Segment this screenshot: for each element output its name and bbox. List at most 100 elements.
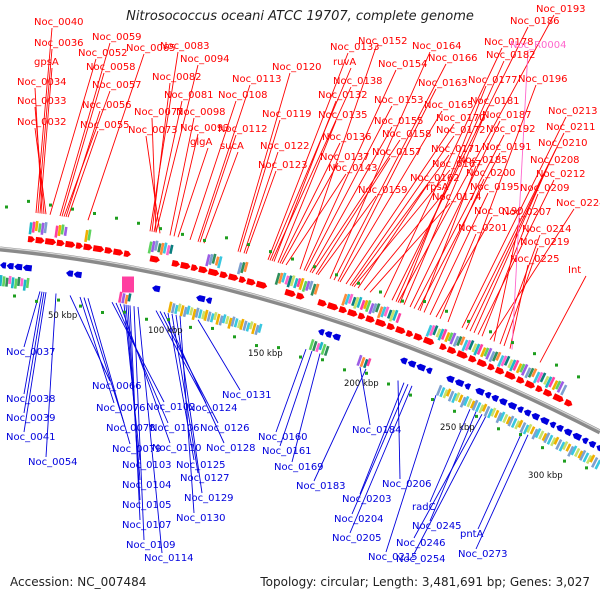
forward-feature-bar [512, 359, 520, 371]
gc-dot [115, 216, 118, 220]
forward-gene-label: Noc_0200 [466, 168, 516, 179]
reverse-leader-line [413, 414, 483, 539]
reverse-feature-bar [191, 308, 197, 321]
reverse-feature-bar [435, 384, 443, 396]
forward-gene-label: Noc_0123 [258, 160, 308, 171]
reverse-gene-label: Noc_0254 [396, 554, 446, 565]
reverse-leader-line [155, 310, 207, 404]
reverse-gene-label: Noc_0125 [176, 460, 226, 471]
forward-feature-bar [468, 339, 475, 351]
gc-dot [511, 341, 514, 345]
gc-dot [233, 335, 236, 339]
forward-feature-bar [555, 380, 562, 390]
forward-gene-arrow [439, 343, 447, 351]
reverse-feature-bar [526, 423, 533, 434]
gc-dot [225, 236, 228, 240]
forward-feature-bar [353, 296, 360, 309]
reverse-gene-label: Noc_0130 [176, 513, 226, 524]
forward-gene-arrow [422, 336, 435, 346]
reverse-gene-label: Noc_0109 [126, 540, 176, 551]
gc-dot [335, 273, 338, 277]
forward-gene-label: Noc_0190 [474, 206, 524, 217]
reverse-gene-label: Noc_0039 [6, 413, 56, 424]
reverse-feature-bar [209, 313, 215, 323]
reverse-feature-bar [457, 394, 464, 403]
reverse-gene-arrow [66, 270, 74, 277]
forward-feature-bar [509, 359, 517, 372]
forward-feature-bar [284, 275, 290, 285]
forward-gene-label: Noc_0057 [92, 80, 142, 91]
gc-dot [431, 398, 434, 402]
reverse-feature-bar [245, 322, 251, 332]
reverse-feature-bar [194, 307, 200, 318]
forward-feature-bar [432, 325, 439, 336]
forward-feature-bar [480, 347, 487, 358]
forward-gene-label: Noc_0165 [424, 100, 474, 111]
forward-gene-label: Noc_0077 [134, 107, 184, 118]
forward-leader-line [49, 58, 97, 215]
reverse-feature-bar [466, 398, 473, 408]
reverse-leader-line [79, 296, 115, 404]
forward-leader-line [243, 151, 279, 254]
reverse-feature-bar [182, 306, 188, 318]
reverse-feature-bar [318, 341, 324, 351]
forward-leader-line [399, 85, 487, 304]
reverse-feature-bar [2, 276, 6, 287]
forward-gene-arrow [104, 246, 113, 254]
forward-leader-line [151, 117, 157, 233]
forward-feature-bar [293, 278, 299, 289]
forward-feature-bar [500, 355, 508, 367]
reverse-feature-bar [445, 388, 452, 397]
reverse-feature-bar [570, 445, 578, 456]
forward-leader-line [197, 84, 251, 242]
forward-gene-label: Noc_0177 [468, 75, 518, 86]
gc-dot [71, 207, 74, 211]
forward-gene-label: Noc_0143 [328, 163, 378, 174]
forward-gene-label: sucA [220, 141, 244, 152]
forward-feature-bar [236, 262, 243, 275]
forward-gene-arrow [171, 259, 180, 267]
rna-leader-line [511, 49, 529, 350]
forward-leader-line [337, 88, 437, 282]
reverse-feature-bar [498, 411, 506, 422]
forward-feature-bar [37, 223, 42, 233]
forward-feature-bar [289, 275, 296, 287]
reverse-feature-bar [248, 321, 254, 330]
forward-feature-bar [157, 243, 162, 253]
reverse-gene-arrow [523, 409, 532, 417]
forward-gene-label: Noc_0083 [160, 41, 210, 52]
reverse-leader-line [87, 298, 131, 445]
reverse-feature-bar [230, 316, 236, 327]
forward-feature-bar [485, 347, 493, 360]
forward-gene-label: Noc_0034 [17, 77, 67, 88]
gc-dot [277, 346, 280, 350]
forward-feature-bar [497, 355, 505, 368]
forward-leader-line [333, 63, 447, 281]
label-leader-lines [23, 14, 587, 555]
gc-dot [313, 265, 316, 269]
forward-gene-label: Noc_0137 [320, 152, 370, 163]
forward-gene-label: Noc_0155 [374, 116, 424, 127]
forward-leader-line [34, 127, 47, 215]
reverse-feature-bar [323, 345, 330, 357]
reverse-feature-bar [538, 430, 545, 440]
forward-gene-label: Noc_0073 [128, 125, 178, 136]
reverse-feature-bar [522, 424, 530, 435]
gc-dot [497, 427, 500, 431]
reverse-feature-bar [534, 427, 542, 439]
forward-feature-bar [205, 254, 211, 267]
forward-gene-label: Noc_0055 [80, 120, 130, 131]
reverse-gene-arrow [464, 383, 472, 390]
forward-leader-line [35, 27, 53, 213]
reverse-gene-label: Noc_0273 [458, 549, 508, 560]
forward-gene-arrow [504, 370, 516, 380]
reverse-gene-arrow [454, 379, 465, 388]
gc-dot [189, 325, 192, 329]
forward-gene-label: ruvA [333, 57, 356, 68]
forward-feature-bar [435, 328, 442, 338]
forward-gene-label: gpsA [34, 57, 59, 68]
gc-marker-track [5, 199, 588, 470]
reverse-gene-label: Noc_0114 [144, 553, 194, 564]
reverse-feature-bar [475, 401, 482, 413]
reverse-gene-arrow [318, 328, 325, 336]
